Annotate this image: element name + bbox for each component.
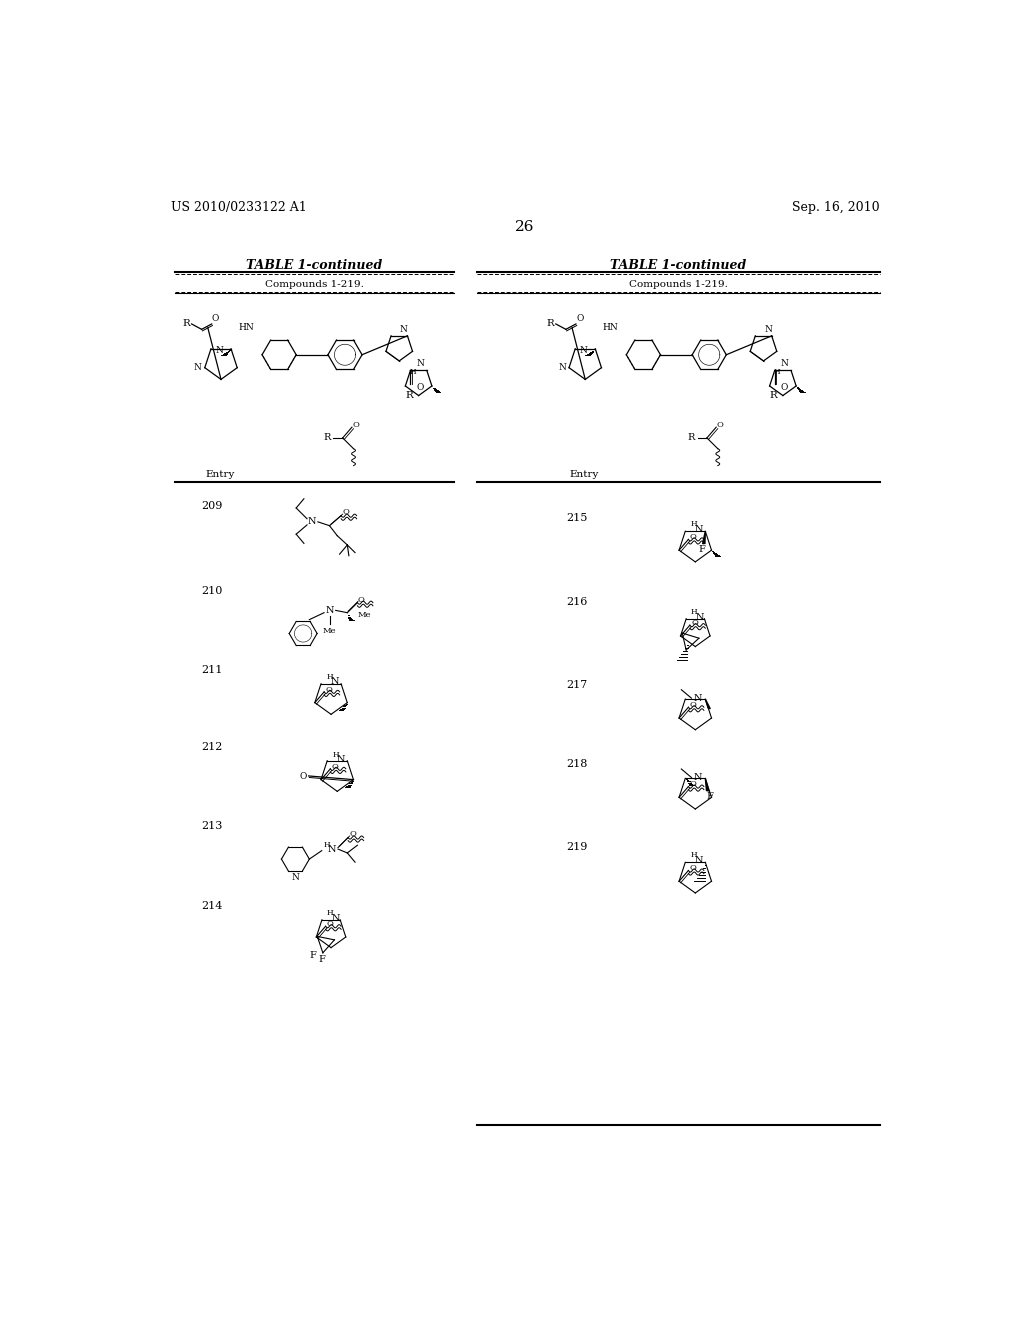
- Text: 26: 26: [515, 220, 535, 234]
- Text: N: N: [580, 346, 588, 355]
- Polygon shape: [706, 700, 711, 709]
- Text: 218: 218: [566, 759, 587, 770]
- Text: H: H: [327, 909, 333, 917]
- Text: N: N: [400, 325, 408, 334]
- Text: O: O: [689, 701, 696, 709]
- Text: N: N: [307, 517, 316, 527]
- Text: O: O: [332, 763, 338, 771]
- Text: N: N: [693, 694, 701, 702]
- Text: 215: 215: [566, 512, 587, 523]
- Text: N: N: [695, 525, 703, 535]
- Text: O: O: [327, 920, 334, 928]
- Text: R: R: [688, 433, 695, 442]
- Text: 214: 214: [202, 902, 223, 911]
- Text: O: O: [352, 421, 359, 429]
- Text: Compounds 1-219.: Compounds 1-219.: [629, 280, 728, 289]
- Text: N: N: [695, 857, 703, 865]
- Text: O: O: [689, 780, 696, 788]
- Text: N: N: [764, 325, 772, 334]
- Text: TABLE 1-continued: TABLE 1-continued: [610, 259, 746, 272]
- Text: O: O: [416, 383, 423, 392]
- Text: 216: 216: [566, 598, 587, 607]
- Text: H: H: [410, 368, 416, 376]
- Polygon shape: [706, 779, 709, 791]
- Text: N: N: [328, 845, 336, 854]
- Text: N: N: [558, 363, 566, 371]
- Text: 219: 219: [566, 842, 587, 853]
- Text: N: N: [292, 873, 299, 882]
- Text: O: O: [342, 508, 349, 516]
- Text: O: O: [357, 595, 365, 603]
- Text: US 2010/0233122 A1: US 2010/0233122 A1: [171, 201, 306, 214]
- Text: H: H: [333, 751, 339, 759]
- Text: O: O: [689, 865, 696, 873]
- Text: H: H: [327, 673, 333, 681]
- Text: R: R: [547, 319, 554, 329]
- Text: N: N: [695, 612, 705, 622]
- Text: N: N: [215, 346, 223, 355]
- Text: H: H: [690, 609, 697, 616]
- Text: H: H: [773, 368, 780, 376]
- Text: Entry: Entry: [569, 470, 599, 479]
- Text: O: O: [299, 772, 307, 781]
- Text: N: N: [332, 913, 340, 923]
- Text: Sep. 16, 2010: Sep. 16, 2010: [793, 201, 880, 214]
- Text: TABLE 1-continued: TABLE 1-continued: [246, 259, 382, 272]
- Text: O: O: [212, 314, 219, 323]
- Text: R: R: [406, 392, 413, 400]
- Text: O: O: [780, 383, 787, 392]
- Text: N: N: [780, 359, 788, 368]
- Text: HN: HN: [603, 323, 618, 333]
- Text: R: R: [769, 392, 777, 400]
- Text: 212: 212: [202, 742, 223, 752]
- Text: O: O: [691, 619, 698, 627]
- Text: 210: 210: [202, 586, 223, 595]
- Text: N: N: [326, 606, 334, 615]
- Text: Entry: Entry: [206, 470, 234, 479]
- Text: HN: HN: [239, 323, 254, 333]
- Text: F: F: [318, 954, 326, 964]
- Text: N: N: [194, 363, 202, 371]
- Text: 217: 217: [566, 681, 587, 690]
- Text: N: N: [693, 774, 701, 781]
- Text: O: O: [689, 533, 696, 541]
- Text: R: R: [182, 319, 190, 329]
- Text: H: H: [690, 851, 697, 859]
- Text: Compounds 1-219.: Compounds 1-219.: [264, 280, 364, 289]
- Text: H: H: [324, 841, 330, 849]
- Text: N: N: [337, 755, 345, 764]
- Text: N: N: [331, 677, 339, 686]
- Text: F: F: [707, 792, 714, 801]
- Text: 211: 211: [202, 665, 223, 675]
- Text: O: O: [577, 314, 584, 323]
- Text: F: F: [310, 950, 316, 960]
- Text: Me: Me: [323, 627, 336, 635]
- Text: H: H: [690, 520, 697, 528]
- Text: 209: 209: [202, 502, 223, 511]
- Text: O: O: [717, 421, 724, 429]
- Text: 213: 213: [202, 821, 223, 830]
- Text: O: O: [349, 830, 356, 838]
- Text: R: R: [324, 433, 331, 442]
- Text: N: N: [416, 359, 424, 368]
- Text: Me: Me: [357, 611, 371, 619]
- Polygon shape: [702, 531, 706, 544]
- Text: F: F: [698, 545, 706, 554]
- Text: O: O: [326, 685, 332, 693]
